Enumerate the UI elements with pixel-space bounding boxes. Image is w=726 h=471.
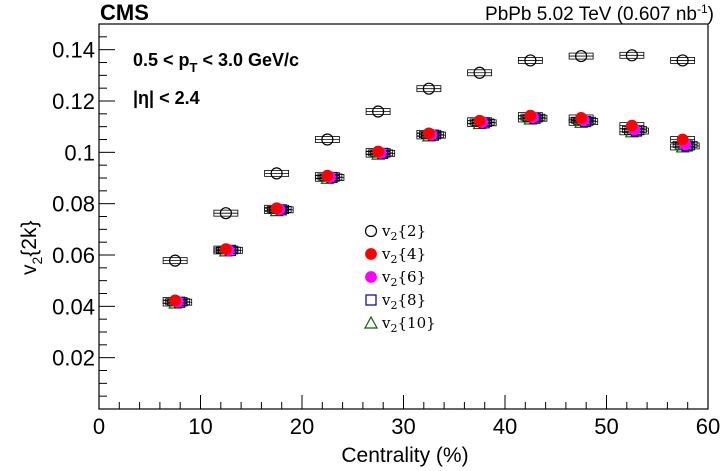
x-tick-label: 50 [594, 414, 618, 439]
marker-v2_2 [270, 167, 283, 180]
x-axis-tick-labels: 0 10 20 30 40 50 60 [93, 414, 720, 439]
collision-system-label: PbPb 5.02 TeV (0.607 nb-1) [485, 2, 714, 25]
marker-v2_2 [524, 54, 537, 67]
x-tick-label: 60 [696, 414, 720, 439]
pt-cut-annotation: 0.5 < pT < 3.0 GeV/c [133, 50, 299, 75]
legend-label-v2_4: v2{4} [381, 245, 426, 266]
x-axis-ticks [98, 395, 709, 409]
experiment-label: CMS [100, 0, 149, 25]
y-tick-label: 0.08 [52, 192, 95, 217]
plot-frame [98, 23, 709, 410]
marker-v2_2 [422, 82, 435, 95]
eta-cut-annotation: |η| < 2.4 [133, 88, 200, 108]
marker-v2_2 [169, 254, 182, 267]
x-tick-label: 20 [290, 414, 314, 439]
legend-marker-v2_4 [365, 248, 377, 260]
legend: v2{2}v2{4}v2{6}v2{8}v2{10} [363, 222, 436, 335]
marker-v2_2 [219, 207, 232, 220]
x-tick-label: 30 [391, 414, 415, 439]
marker-v2_2 [321, 133, 334, 146]
y-axis-ticks [99, 23, 115, 410]
y-tick-label: 0.06 [52, 243, 95, 268]
marker-v2_4 [321, 169, 334, 182]
legend-label-v2_2: v2{2} [381, 222, 426, 243]
marker-v2_2 [676, 54, 689, 67]
marker-v2_2 [575, 49, 588, 63]
x-tick-label: 40 [493, 414, 517, 439]
marker-v2_4 [270, 202, 283, 215]
x-tick-label: 10 [188, 414, 212, 439]
marker-v2_4 [372, 145, 385, 158]
marker-v2_4 [169, 294, 182, 307]
y-tick-label: 0.12 [52, 89, 95, 114]
legend-label-v2_8: v2{8} [381, 291, 426, 312]
marker-v2_2 [473, 66, 486, 79]
y-tick-label: 0.14 [52, 38, 95, 63]
marker-v2_4 [473, 114, 486, 127]
y-tick-label: 0.04 [52, 294, 95, 319]
marker-v2_4 [219, 243, 232, 255]
y-axis-title: v2{2k} [18, 220, 45, 275]
marker-v2_2 [625, 49, 638, 62]
legend-marker-v2_2 [364, 224, 378, 238]
marker-v2_4 [422, 127, 435, 140]
marker-v2_4 [625, 119, 638, 132]
x-tick-label: 0 [93, 414, 105, 439]
legend-label-v2_6: v2{6} [381, 268, 426, 289]
legend-marker-v2_10 [363, 315, 379, 329]
systematic-error-boxes [162, 51, 700, 307]
y-tick-label: 0.1 [64, 140, 95, 165]
legend-label-v2_10: v2{10} [381, 314, 436, 335]
y-axis-tick-labels: 0.02 0.04 0.06 0.08 0.1 0.12 0.14 [52, 38, 95, 371]
marker-v2_4 [575, 112, 588, 124]
marker-v2_4 [524, 109, 537, 122]
legend-marker-v2_8 [365, 294, 377, 306]
marker-v2_4 [676, 133, 689, 146]
data-markers [168, 49, 693, 309]
marker-v2_2 [372, 105, 385, 118]
y-tick-label: 0.02 [52, 346, 95, 371]
x-axis-title: Centrality (%) [341, 444, 468, 467]
legend-marker-v2_6 [365, 271, 377, 283]
